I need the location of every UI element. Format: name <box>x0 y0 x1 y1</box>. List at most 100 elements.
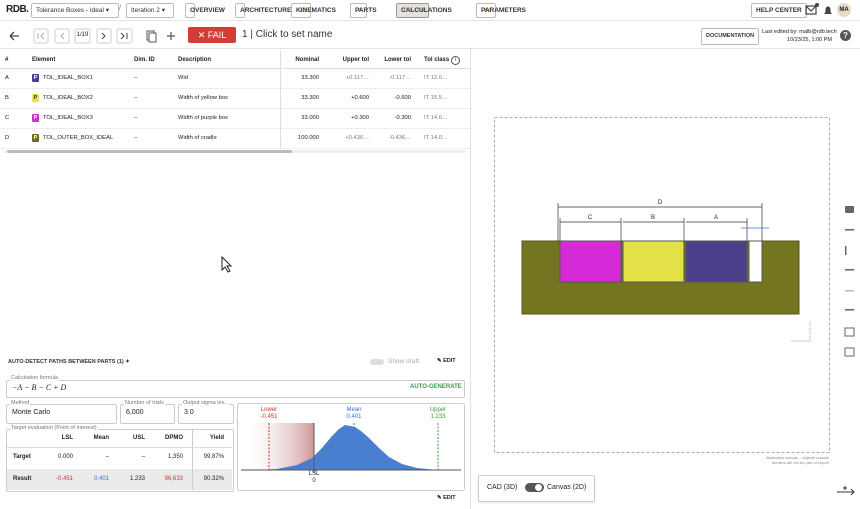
hist-upper-label: Upper <box>429 407 447 413</box>
edit-text: EDIT <box>443 358 456 364</box>
cell: IT 15.5… <box>424 95 448 101</box>
box-b[interactable] <box>622 240 685 283</box>
setting-label: Output sigma lev... <box>182 400 230 406</box>
view-switch[interactable] <box>525 483 544 492</box>
status-badge[interactable]: ✕ FAIL <box>188 27 236 43</box>
cell: Wid <box>178 75 188 81</box>
cell[interactable]: TOL_OUTER_BOX_IDEAL <box>43 135 114 141</box>
tab[interactable]: ARCHITECTURE <box>235 3 291 18</box>
tab-count: 44 <box>484 7 492 14</box>
divider <box>0 20 860 21</box>
result-row-bg <box>7 469 232 490</box>
cell[interactable]: TOL_IDEAL_BOX3 <box>43 115 93 121</box>
first-btn[interactable] <box>33 28 49 44</box>
eval-cell: -0.451 <box>55 476 73 482</box>
cell[interactable]: TOL_IDEAL_BOX2 <box>43 95 93 101</box>
bell-icon[interactable] <box>824 6 832 15</box>
last-btn[interactable] <box>116 28 133 44</box>
tool-focus[interactable] <box>844 327 855 337</box>
help-icon[interactable]: ? <box>840 30 851 41</box>
prev-btn[interactable] <box>54 28 70 44</box>
tool-undo[interactable] <box>845 290 854 292</box>
view-cad[interactable]: CAD (3D) <box>487 484 518 491</box>
add-icon[interactable] <box>167 32 175 40</box>
calc-name[interactable]: 1 | Click to set name <box>242 29 333 40</box>
edit-calc[interactable]: ✎ EDIT <box>437 495 456 501</box>
auto-generate[interactable]: AUTO-GENERATE <box>410 384 462 390</box>
cell: +0.436… <box>345 135 369 141</box>
tab[interactable]: KINEMATICS 10 <box>291 3 336 18</box>
cell[interactable]: TOL_IDEAL_BOX1 <box>43 75 93 81</box>
canvas-note-1: Illustration canvas – objects outside <box>765 455 829 460</box>
dimension-label: C <box>587 215 593 221</box>
header-rule <box>0 68 470 69</box>
auto-detect-text: AUTO-DETECT PATHS BETWEEN PARTS (1) <box>8 359 124 365</box>
reject-region <box>241 423 314 470</box>
part-badge: P <box>32 114 39 122</box>
project-name: Tolerance Boxes - Ideal <box>36 7 104 14</box>
canvas <box>494 117 855 496</box>
scroll-thumb[interactable] <box>7 150 292 153</box>
divider <box>0 48 860 49</box>
tab[interactable]: OVERVIEW <box>185 3 225 18</box>
box-a[interactable] <box>685 240 748 283</box>
tab[interactable]: PARAMETERS 44 <box>476 3 526 18</box>
histogram <box>237 403 465 491</box>
project-select[interactable]: Tolerance Boxes - Ideal ▾ <box>31 3 119 18</box>
tab[interactable]: PARTS 4 <box>350 3 377 18</box>
box-c[interactable] <box>559 240 622 283</box>
cell: -0.436… <box>388 135 411 141</box>
tab-label: ARCHITECTURE <box>240 7 292 14</box>
dimension-label: A <box>713 215 718 221</box>
hist-upper-value: 1.233 <box>430 414 446 420</box>
cell: IT 12.0… <box>424 75 448 81</box>
eval-cell: – <box>141 454 145 460</box>
tool-dim[interactable] <box>845 229 854 231</box>
cursor-shape <box>221 256 233 273</box>
edit-paths[interactable]: ✎ EDIT <box>437 358 456 364</box>
auto-detect[interactable]: AUTO-DETECT PATHS BETWEEN PARTS (1) ✦ <box>8 359 130 365</box>
mail-icon[interactable] <box>805 5 817 15</box>
setting-value: 3.0 <box>184 409 194 416</box>
tool-image[interactable] <box>845 206 854 213</box>
draft-toggle[interactable] <box>370 359 384 365</box>
logo[interactable]: RDB. <box>6 4 29 15</box>
tool-poi[interactable] <box>845 269 854 271</box>
info-icon[interactable]: i <box>451 56 460 65</box>
last-icon <box>120 32 128 40</box>
documentation-btn[interactable]: DOCUMENTATION <box>701 28 760 45</box>
column-header: Nominal <box>295 57 319 63</box>
avatar[interactable]: MA <box>837 3 851 17</box>
tool-fullscreen[interactable] <box>844 347 855 357</box>
column-header: Description <box>178 57 212 63</box>
dimension-label: B <box>650 215 655 221</box>
column-header: Lower tol <box>384 57 411 63</box>
evaluation-box <box>6 429 234 492</box>
cell: Width of cradle <box>178 135 217 141</box>
tab-count: 10 <box>299 7 307 14</box>
cell: 33.000 <box>301 115 319 121</box>
next-btn[interactable] <box>96 28 112 44</box>
setting-value: 6,000 <box>126 409 144 416</box>
cell: 33.300 <box>301 95 319 101</box>
tab[interactable]: CALCULATIONS 0 / - / 8 <box>396 3 452 18</box>
tool-angle[interactable] <box>845 246 847 255</box>
help-center[interactable]: HELP CENTER <box>751 3 807 18</box>
tool-distance[interactable] <box>845 309 854 311</box>
setting-label: Number of trials <box>124 400 165 406</box>
prev-icon <box>60 32 65 40</box>
cell: -0.600 <box>394 95 411 101</box>
iteration-select[interactable]: Iteration 2 ▾ <box>126 3 174 18</box>
setting-box[interactable] <box>6 404 117 424</box>
formula[interactable]: −A − B − C + D <box>12 383 67 392</box>
last-edited-by: Last edited by: malb@rdb.tech <box>762 29 837 35</box>
cell: Width of yellow box <box>178 95 228 101</box>
back-icon[interactable] <box>9 31 19 41</box>
mail-dot <box>815 3 819 7</box>
hist-lower-value: -0.451 <box>260 414 278 420</box>
view-knob <box>535 484 542 491</box>
view-canvas[interactable]: Canvas (2D) <box>547 484 587 491</box>
header-icons <box>805 3 832 15</box>
setting-value: Monte Carlo <box>12 409 51 416</box>
